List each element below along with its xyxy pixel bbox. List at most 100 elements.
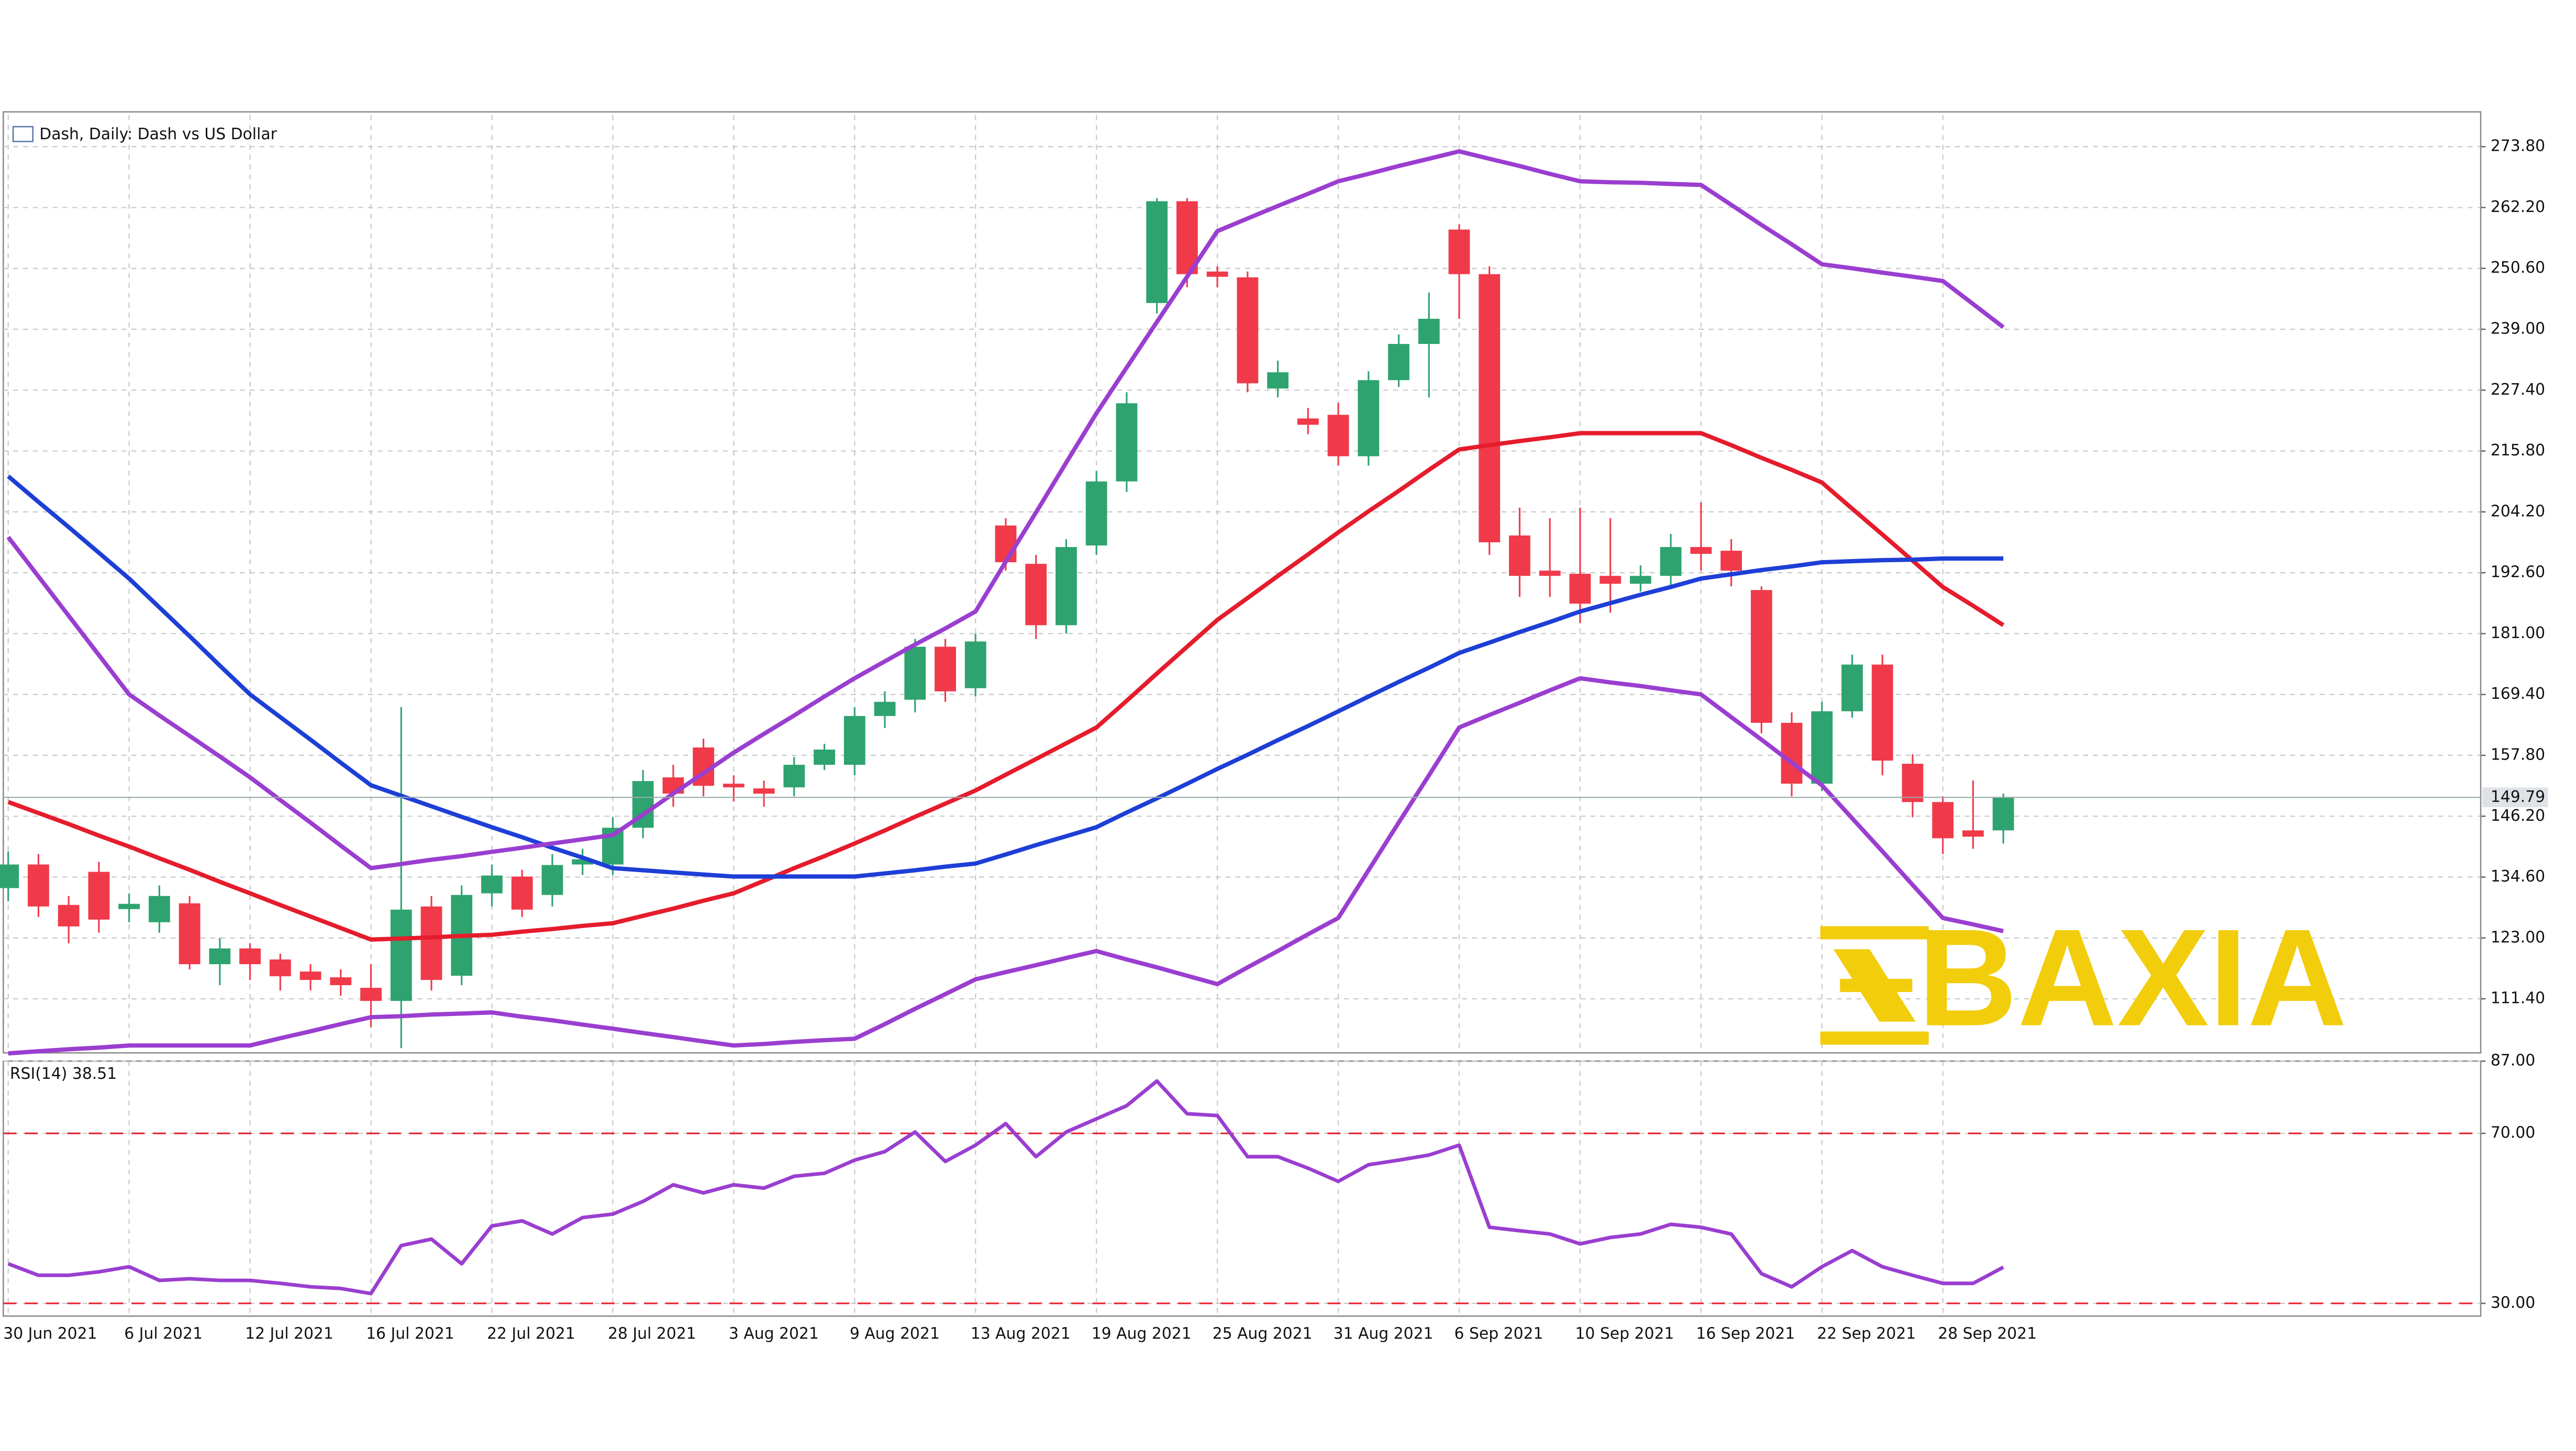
candle-body [148, 896, 170, 922]
candle-body [1479, 274, 1501, 543]
x-tick-label: 16 Sep 2021 [1696, 1324, 1795, 1343]
candle-body [1388, 344, 1409, 381]
candle-body [874, 701, 896, 716]
candle-body [1358, 380, 1380, 456]
candle-body [572, 859, 594, 865]
candle-body [1418, 318, 1440, 344]
candle-body [1267, 372, 1289, 389]
candle-body [1146, 201, 1168, 303]
y-tick-label: 215.80 [2491, 441, 2545, 460]
candle-body [1811, 711, 1833, 784]
candle-body [0, 864, 19, 888]
candle-body [904, 646, 926, 700]
candle-body [1206, 271, 1228, 277]
y-tick-label: 123.00 [2491, 928, 2545, 946]
candle-body [118, 903, 140, 909]
candle-body [1660, 547, 1682, 576]
candle-body [1539, 571, 1561, 576]
x-tick-label: 6 Jul 2021 [124, 1324, 203, 1343]
plot-layer: 30 Jun 2021 6 Jul 2021 12 Jul 2021 16 Jul 2… [0, 115, 2548, 1343]
y-tick-label: 239.00 [2491, 319, 2545, 338]
x-tick-label: 3 Aug 2021 [729, 1324, 819, 1343]
candle-body [935, 646, 956, 691]
candle-body [1448, 229, 1470, 274]
y-tick-label: 181.00 [2491, 624, 2545, 642]
candle-body [360, 988, 382, 1001]
symbol-icon [12, 126, 34, 142]
candle-body [1841, 664, 1863, 711]
x-tick-label: 10 Sep 2021 [1575, 1324, 1674, 1343]
y-tick-label: 250.60 [2491, 259, 2545, 277]
candle-body [1085, 481, 1107, 546]
last-price-label: 149.79 [2491, 788, 2545, 806]
candle-body [58, 905, 80, 927]
candle-body [1569, 574, 1591, 604]
candle-body [1781, 722, 1803, 784]
candle-body [1720, 551, 1742, 571]
x-tick-label: 13 Aug 2021 [971, 1324, 1071, 1343]
indicator-line [6, 149, 2005, 870]
y-tick-label: 87.00 [2491, 1052, 2535, 1070]
chart-title: Dash, Daily: Dash vs US Dollar [39, 125, 277, 143]
x-tick-label: 25 Aug 2021 [1213, 1324, 1313, 1343]
candle-body [995, 525, 1017, 563]
candle-body [179, 903, 201, 965]
candle-body [753, 788, 775, 794]
price-pane [3, 111, 2482, 1054]
candle-body [1690, 547, 1712, 554]
candle-body [783, 765, 805, 788]
y-tick-label: 192.60 [2491, 563, 2545, 582]
candle-body [1025, 564, 1047, 626]
candle-body [1509, 535, 1530, 576]
candle-body [1176, 201, 1198, 274]
candle-body [239, 948, 261, 965]
candle-body [1992, 797, 2014, 831]
y-tick-label: 169.40 [2491, 685, 2545, 703]
rsi-line [7, 1079, 2004, 1296]
candle-body [1600, 576, 1622, 584]
x-tick-label: 30 Jun 2021 [3, 1324, 97, 1343]
candle-body [269, 959, 291, 977]
candle-body [843, 716, 865, 765]
candle-body [420, 906, 442, 980]
candle-body [481, 875, 503, 894]
y-tick-label: 273.80 [2491, 137, 2545, 155]
watermark: BAXIA [1918, 900, 2347, 1054]
x-tick-label: 28 Jul 2021 [608, 1324, 696, 1343]
y-tick-label: 262.20 [2491, 198, 2545, 216]
x-tick-label: 19 Aug 2021 [1092, 1324, 1192, 1343]
y-tick-label: 134.60 [2491, 867, 2545, 886]
x-tick-label: 6 Sep 2021 [1454, 1324, 1544, 1343]
x-tick-label: 22 Jul 2021 [487, 1324, 575, 1343]
x-tick-label: 9 Aug 2021 [850, 1324, 940, 1343]
candle-body [1327, 415, 1349, 456]
candle-body [1237, 277, 1259, 384]
candle-body [88, 872, 110, 920]
rsi-title: RSI(14) 38.51 [10, 1065, 117, 1083]
last-price-box [2482, 787, 2548, 808]
candle-body [814, 749, 835, 765]
candle-body [1116, 403, 1138, 482]
x-tick-label: 12 Jul 2021 [245, 1324, 334, 1343]
indicator-line [8, 676, 2004, 1056]
y-tick-label: 157.80 [2491, 746, 2545, 764]
candle-body [511, 876, 533, 910]
y-tick-label: 70.00 [2491, 1124, 2535, 1142]
candle-body [390, 909, 412, 1001]
indicator-line [7, 474, 2004, 879]
candle-body [541, 865, 563, 895]
y-tick-label: 30.00 [2491, 1293, 2535, 1312]
watermark-logo [1820, 926, 1929, 1045]
candle-body [28, 864, 49, 907]
candle-body [299, 972, 321, 980]
candle-body [1750, 590, 1772, 723]
candle-body [1056, 547, 1077, 626]
x-tick-label: 22 Sep 2021 [1817, 1324, 1916, 1343]
candle-body [964, 641, 986, 688]
y-tick-label: 204.20 [2491, 502, 2545, 520]
y-tick-label: 111.40 [2491, 989, 2545, 1008]
candle-body [330, 977, 352, 986]
